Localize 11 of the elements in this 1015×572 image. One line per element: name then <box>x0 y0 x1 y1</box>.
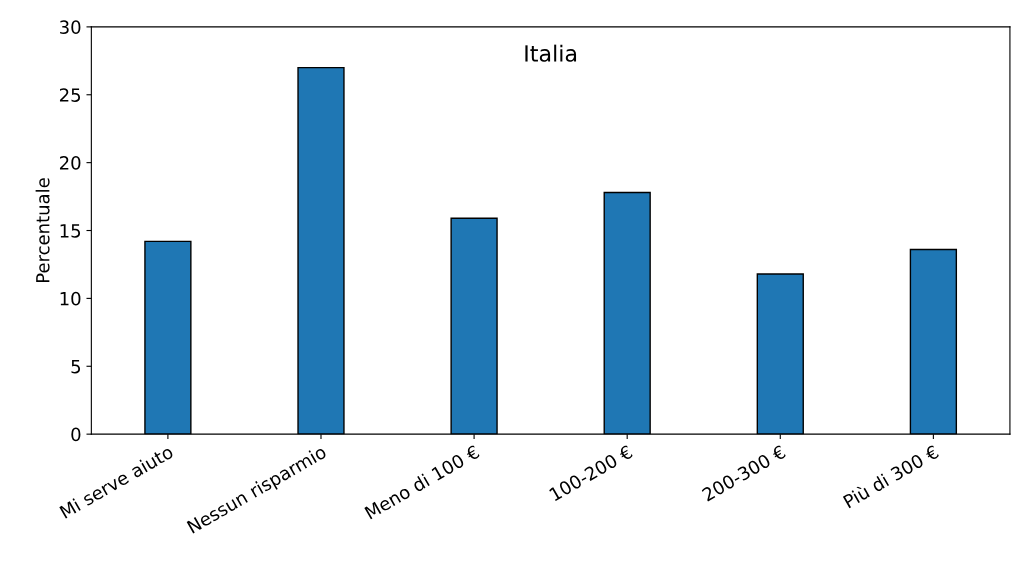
x-tick-label: Più di 300 € <box>842 443 940 509</box>
y-tick-label: 30 <box>60 20 81 34</box>
y-axis-title: Percentuale <box>35 178 50 283</box>
y-tick-label: 5 <box>71 359 81 374</box>
y-tick-label: 0 <box>71 427 81 442</box>
x-tick-label: Meno di 100 € <box>364 444 481 520</box>
text: Italia <box>525 44 577 62</box>
y-tick-label: 25 <box>59 88 81 102</box>
y-tick-label: 10 <box>60 291 81 306</box>
y-tick-label: 15 <box>60 224 81 238</box>
y-tick-label: 20 <box>59 156 81 170</box>
